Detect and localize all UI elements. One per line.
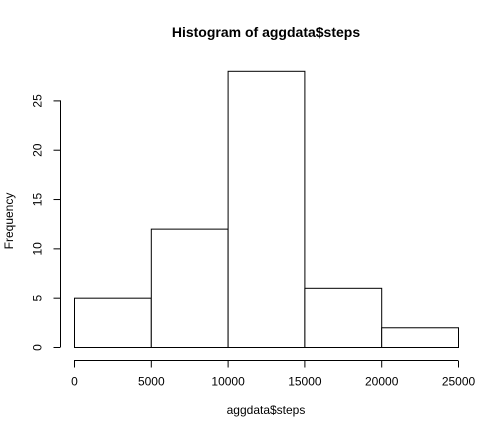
x-tick-label: 20000 (365, 375, 399, 389)
y-tick-label: 15 (31, 193, 45, 207)
histogram-bar (381, 327, 460, 348)
histogram-bar (150, 228, 229, 348)
x-axis: 0 5000 10000 15000 20000 25000 (71, 360, 476, 389)
y-tick-label: 10 (31, 242, 45, 256)
y-tick-label: 20 (31, 143, 45, 157)
x-axis-label: aggdata$steps (227, 403, 306, 417)
histogram-bar (227, 70, 306, 349)
y-axis-label: Frequency (2, 193, 16, 250)
y-axis: 0 5 10 15 20 25 (31, 94, 61, 351)
x-tick-label: 15000 (288, 375, 322, 389)
x-tick-label: 5000 (138, 375, 165, 389)
histogram-bar (304, 287, 383, 349)
bars-group (74, 70, 460, 349)
y-tick-label: 5 (31, 295, 45, 302)
y-tick-label: 0 (31, 344, 45, 351)
x-tick-label: 0 (71, 375, 78, 389)
y-tick-label: 25 (31, 94, 45, 108)
x-tick-label: 10000 (211, 375, 245, 389)
chart-title: Histogram of aggdata$steps (172, 24, 360, 40)
histogram-bar (74, 297, 152, 348)
x-tick-label: 25000 (442, 375, 476, 389)
